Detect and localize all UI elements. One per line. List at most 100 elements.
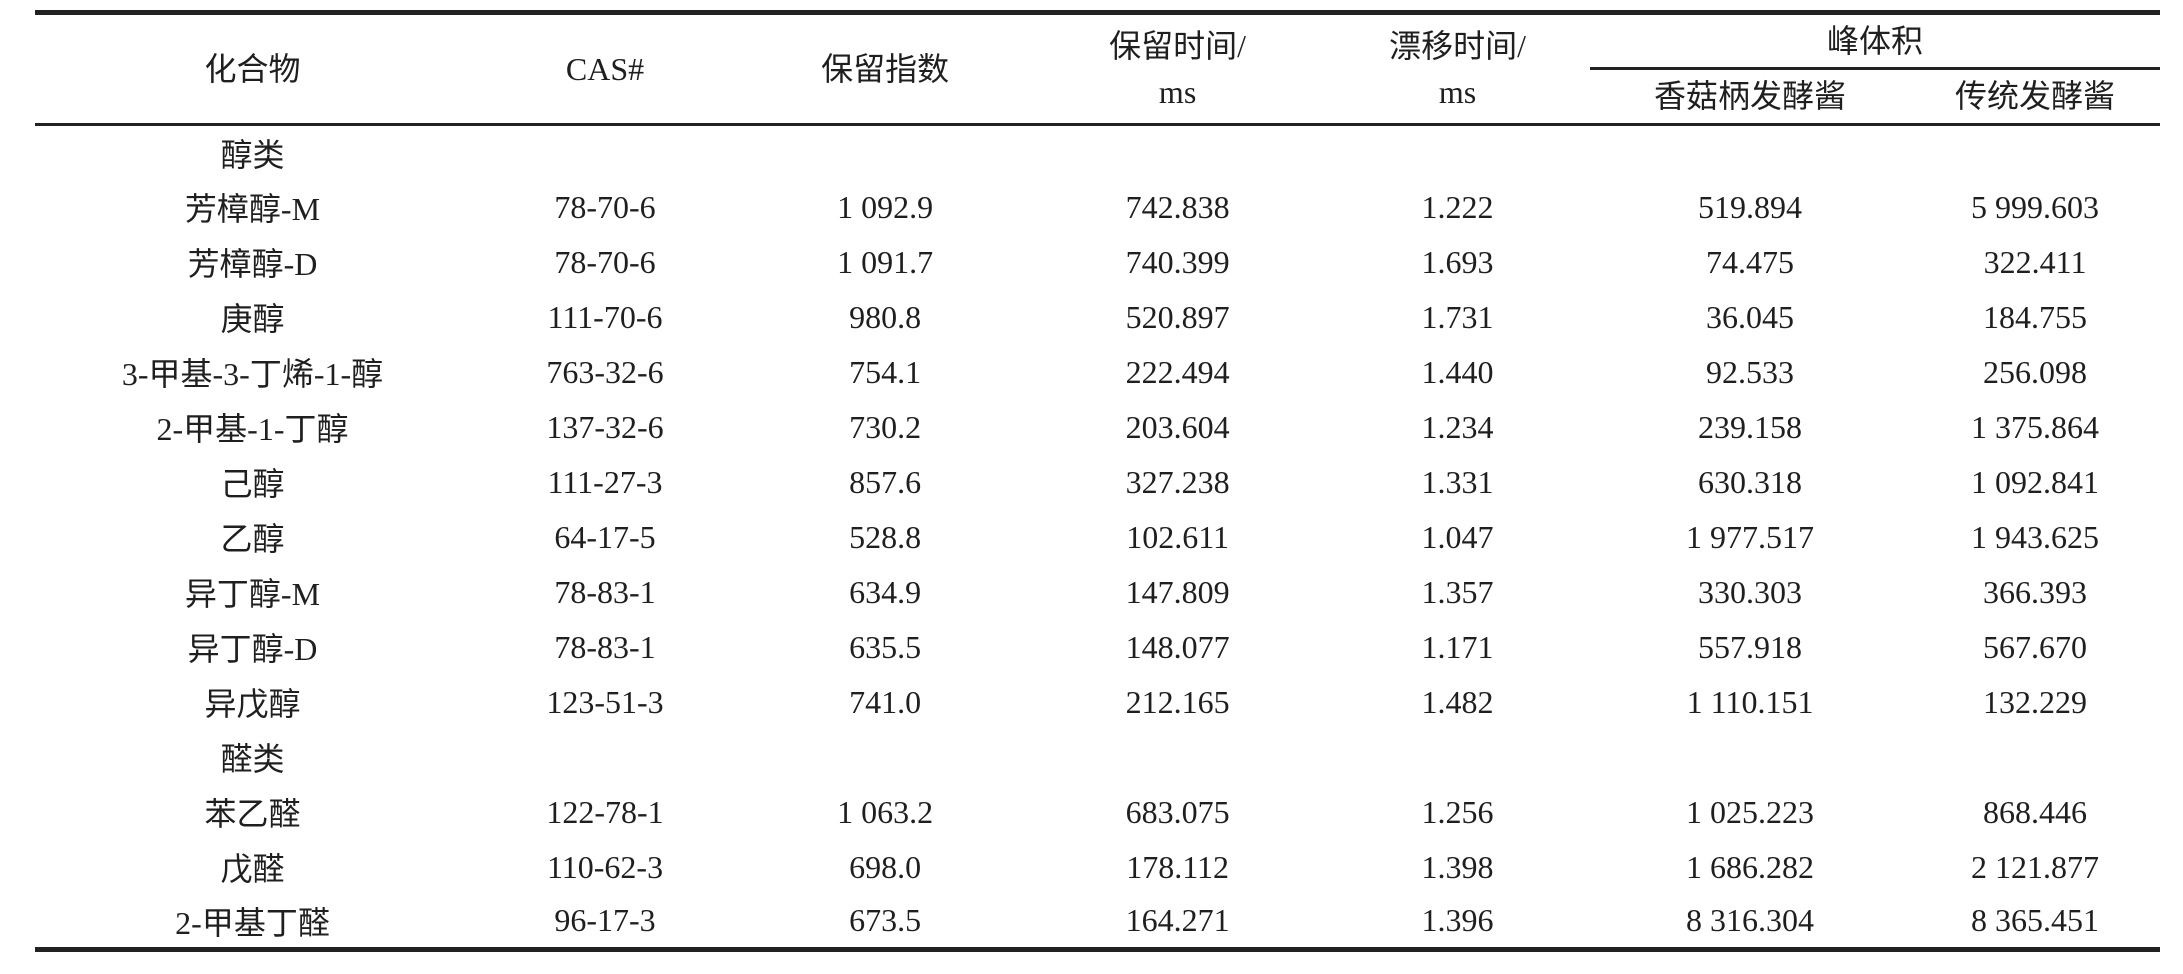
table-cell: 2 121.877	[1971, 848, 2100, 885]
table-cell	[740, 730, 1030, 785]
table-cell: 78-70-6	[554, 243, 656, 280]
table-cell: 5 999.603	[1971, 188, 2100, 225]
table-cell: 1 063.2	[837, 793, 934, 830]
table-cell: 330.303	[1698, 573, 1803, 610]
table-body: 醇类 芳樟醇-M 78-70-6 1 092.9 742.838 1.222 519.894…	[35, 125, 2160, 950]
header-line: ms	[1438, 74, 1477, 110]
table-cell: 1.234	[1421, 408, 1494, 445]
table-cell: 1 943.625	[1971, 518, 2100, 555]
table-cell: 1 092.841	[1971, 463, 2100, 500]
table-cell: 137-32-6	[546, 408, 664, 445]
table-cell: 1.357	[1421, 573, 1494, 610]
table-cell: 122-78-1	[546, 793, 664, 830]
compound-name: 芳樟醇-M	[184, 191, 321, 227]
table-cell	[470, 730, 740, 785]
table-row: 己醇 111-27-3 857.6 327.238 1.331 630.318 1 092.…	[35, 455, 2160, 510]
col-header-peak-volume-group: 峰体积	[1590, 12, 2160, 70]
table-cell: 754.1	[849, 353, 922, 390]
table-row: 异戊醇 123-51-3 741.0 212.165 1.482 1 110.151 132…	[35, 675, 2160, 730]
col-header-retention-time: 保留时间/ms	[1030, 13, 1325, 125]
table-cell	[470, 125, 740, 180]
table-cell: 8 316.304	[1686, 902, 1815, 939]
table-row: 苯乙醛 122-78-1 1 063.2 683.075 1.256 1 025.223 8…	[35, 785, 2160, 840]
table-cell: 673.5	[849, 902, 922, 939]
table-cell: 1.396	[1421, 902, 1494, 939]
table-row: 芳樟醇-M 78-70-6 1 092.9 742.838 1.222 519.894 5 …	[35, 180, 2160, 235]
table-cell	[1590, 125, 1910, 180]
table-cell: 1.731	[1421, 298, 1494, 335]
table-cell: 567.670	[1983, 628, 2088, 665]
table-cell: 730.2	[849, 408, 922, 445]
table-cell: 1.047	[1421, 518, 1494, 555]
table-cell: 36.045	[1706, 298, 1795, 335]
table-cell	[1910, 125, 2160, 180]
table-cell: 74.475	[1706, 243, 1795, 280]
table-cell	[1030, 730, 1325, 785]
table-cell: 147.809	[1125, 573, 1230, 610]
category-label: 醛类	[220, 741, 285, 777]
compound-name: 芳樟醇-D	[187, 246, 318, 282]
table-cell: 741.0	[849, 683, 922, 720]
table-cell: 634.9	[849, 573, 922, 610]
col-header-compound: 化合物	[204, 50, 301, 87]
col-header-retention-index: 保留指数	[821, 50, 950, 87]
table-cell	[1325, 730, 1590, 785]
table-cell: 698.0	[849, 848, 922, 885]
table-cell: 1.222	[1421, 188, 1494, 225]
table-cell: 630.318	[1698, 463, 1803, 500]
category-label: 醇类	[220, 136, 285, 173]
table-cell: 1.331	[1421, 463, 1494, 500]
table-row: 2-甲基丁醛 96-17-3 673.5 164.271 1.396 8 316.304 8…	[35, 895, 2160, 950]
table-cell: 1.693	[1421, 243, 1494, 280]
table-cell: 78-83-1	[554, 628, 656, 665]
table-cell: 178.112	[1126, 848, 1229, 885]
table-cell: 222.494	[1125, 353, 1230, 390]
table-cell: 1.256	[1421, 793, 1494, 830]
table-cell: 148.077	[1125, 628, 1230, 665]
table-cell: 1.171	[1421, 628, 1494, 665]
table-row: 3-甲基-3-丁烯-1-醇 763-32-6 754.1 222.494 1.440 92…	[35, 345, 2160, 400]
table-cell: 327.238	[1125, 463, 1230, 500]
table-cell: 203.604	[1125, 408, 1230, 445]
col-header-peak-volume-traditional: 传统发酵酱	[1955, 78, 2116, 115]
table-cell	[1590, 730, 1910, 785]
table-cell: 132.229	[1983, 683, 2088, 720]
table-cell: 64-17-5	[554, 518, 656, 555]
compound-name: 2-甲基-1-丁醇	[156, 411, 349, 447]
table-row: 芳樟醇-D 78-70-6 1 091.7 740.399 1.693 74.475 322…	[35, 235, 2160, 290]
compound-name: 苯乙醛	[204, 796, 301, 832]
table-cell: 520.897	[1125, 298, 1230, 335]
table-cell: 123-51-3	[546, 683, 664, 720]
table-cell: 1 686.282	[1686, 848, 1815, 885]
table-cell: 1 025.223	[1686, 793, 1815, 830]
table-cell: 857.6	[849, 463, 922, 500]
table-row: 戊醛 110-62-3 698.0 178.112 1.398 1 686.282 2 12…	[35, 840, 2160, 895]
table-cell	[1910, 730, 2160, 785]
compound-name: 异丁醇-M	[184, 576, 321, 612]
compound-name: 异丁醇-D	[187, 631, 318, 667]
table-row: 2-甲基-1-丁醇 137-32-6 730.2 203.604 1.234 239.15…	[35, 400, 2160, 455]
table-cell: 366.393	[1983, 573, 2088, 610]
table-cell: 110-62-3	[546, 848, 664, 885]
table-cell	[1030, 125, 1325, 180]
table-cell: 557.918	[1698, 628, 1803, 665]
table-cell: 868.446	[1983, 793, 2088, 830]
compound-name: 庚醇	[220, 301, 285, 337]
table-header: 化合物 CAS# 保留指数 保留时间/ms 漂移时间/ms 峰体积 香菇柄发酵酱…	[35, 12, 2160, 125]
table-cell: 1 375.864	[1971, 408, 2100, 445]
header-line: 保留时间/	[1109, 27, 1247, 64]
header-line: ms	[1158, 74, 1197, 110]
category-row: 醛类	[35, 730, 2160, 785]
table-row: 乙醇 64-17-5 528.8 102.611 1.047 1 977.517 1 943…	[35, 510, 2160, 565]
table-cell: 519.894	[1698, 188, 1803, 225]
table-cell: 322.411	[1983, 243, 2087, 280]
header-row-top: 化合物 CAS# 保留指数 保留时间/ms 漂移时间/ms 峰体积	[35, 12, 2160, 110]
table-cell: 96-17-3	[554, 902, 656, 939]
table-cell: 740.399	[1125, 243, 1230, 280]
table-cell: 1 091.7	[837, 243, 934, 280]
compound-table: 化合物 CAS# 保留指数 保留时间/ms 漂移时间/ms 峰体积 香菇柄发酵酱…	[35, 10, 2160, 952]
table-cell: 1.398	[1421, 848, 1494, 885]
table-cell: 1 110.151	[1686, 683, 1814, 720]
col-header-peak-volume-mushroom: 香菇柄发酵酱	[1654, 78, 1847, 115]
table-cell: 635.5	[849, 628, 922, 665]
